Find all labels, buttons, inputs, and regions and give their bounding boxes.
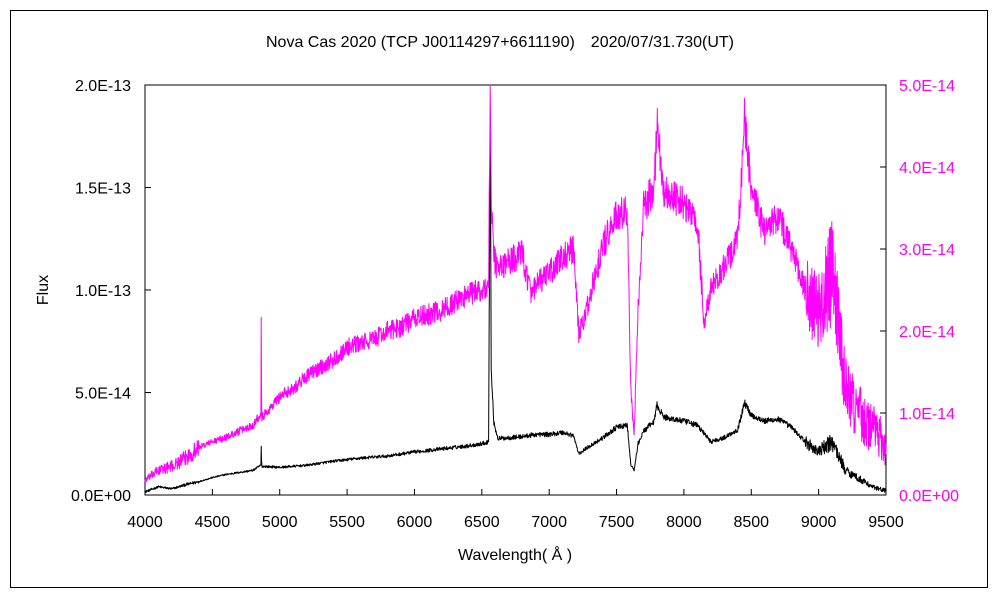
axis-layer: 4000 4500 5000 5500 6000 6500 7000 7500 8000 8500… <box>71 78 959 531</box>
x-tick-label: 7000 <box>531 514 567 531</box>
y-left-tick-label: 1.5E-13 <box>75 181 131 198</box>
x-tick-label: 4000 <box>127 514 163 531</box>
y-right-tick-label: 4.0E-14 <box>899 160 955 177</box>
x-tick-label: 7500 <box>599 514 635 531</box>
chart-frame <box>10 10 988 588</box>
x-tick-label: 8500 <box>733 514 769 531</box>
chart-title: Nova Cas 2020 (TCP J00114297+6611190) 20… <box>266 34 734 51</box>
y-left-tick-label: 2.0E-13 <box>75 78 131 95</box>
y-right-tick-label: 1.0E-14 <box>899 406 955 423</box>
y-left-tick-label: 5.0E-14 <box>75 386 131 403</box>
y-right-tick-label: 0.0E+00 <box>899 488 959 505</box>
y-right-tick-label: 3.0E-14 <box>899 242 955 259</box>
y-left-tick-label: 1.0E-13 <box>75 283 131 300</box>
x-axis-label: Wavelength( Å ) <box>458 545 572 564</box>
x-tick-label: 6000 <box>397 514 433 531</box>
series-line-left <box>144 118 887 494</box>
plot-area <box>144 84 887 496</box>
x-tick-label: 9500 <box>868 514 904 531</box>
x-tick-label: 8000 <box>666 514 702 531</box>
x-tick-label: 5500 <box>329 514 365 531</box>
x-tick-label: 9000 <box>801 514 837 531</box>
y-right-tick-label: 2.0E-14 <box>899 324 955 341</box>
x-tick-label: 6500 <box>464 514 500 531</box>
x-tick-label: 5000 <box>262 514 298 531</box>
x-tick-label: 4500 <box>195 514 231 531</box>
y-axis-label: Flux <box>35 275 52 305</box>
series-line-right <box>144 84 887 483</box>
y-right-tick-label: 5.0E-14 <box>899 78 955 95</box>
y-left-tick-label: 0.0E+00 <box>71 488 131 505</box>
series-layer <box>144 84 887 494</box>
